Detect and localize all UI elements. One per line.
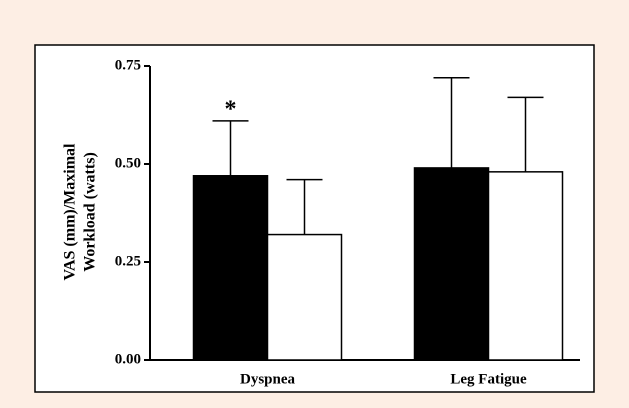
x-tick-label: Leg Fatigue <box>450 371 527 387</box>
y-tick-label: 0.75 <box>115 57 141 73</box>
y-axis-label: VAS (mm)/Maximal <box>62 143 79 281</box>
bar <box>413 167 490 361</box>
x-tick-label: Dyspnea <box>240 371 296 387</box>
y-tick-label: 0.25 <box>115 253 141 269</box>
bar <box>266 233 343 361</box>
annotation: * <box>225 96 237 122</box>
bar <box>487 171 564 361</box>
y-tick-label: 0.00 <box>115 351 141 367</box>
y-axis-label: Workload (watts) <box>82 152 99 272</box>
y-tick-label: 0.50 <box>115 155 141 171</box>
bar <box>192 175 269 361</box>
